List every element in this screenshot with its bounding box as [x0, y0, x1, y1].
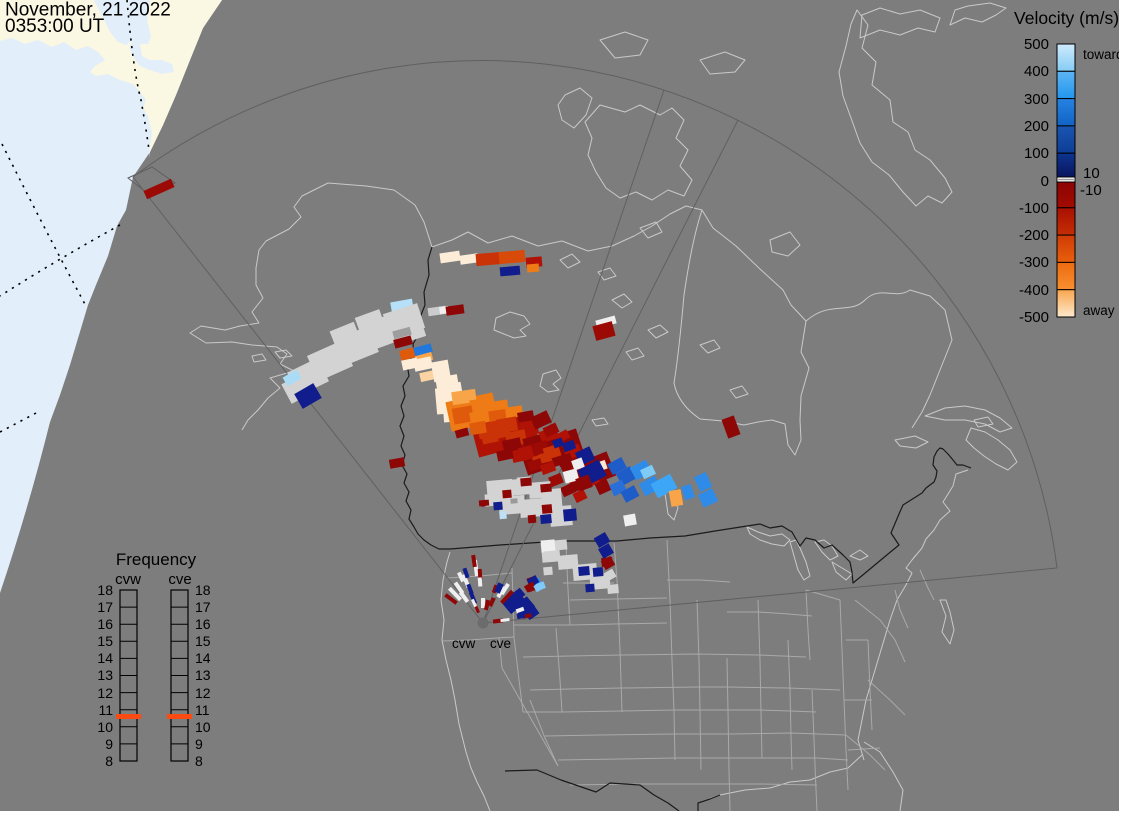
- svg-text:16: 16: [195, 616, 211, 632]
- svg-text:400: 400: [1024, 63, 1049, 80]
- svg-text:200: 200: [1024, 118, 1049, 135]
- svg-text:-10: -10: [1080, 182, 1102, 199]
- svg-text:10: 10: [1083, 165, 1100, 182]
- svg-text:-100: -100: [1019, 200, 1049, 217]
- svg-text:toward: toward: [1083, 47, 1124, 62]
- svg-text:-400: -400: [1019, 282, 1049, 299]
- svg-text:10: 10: [195, 719, 211, 735]
- svg-text:12: 12: [97, 685, 113, 701]
- svg-text:16: 16: [97, 616, 113, 632]
- svg-text:0: 0: [1041, 173, 1049, 190]
- svg-text:cve: cve: [490, 636, 511, 651]
- svg-text:Velocity (m/s): Velocity (m/s): [1014, 8, 1119, 28]
- svg-text:13: 13: [97, 667, 113, 683]
- svg-text:-200: -200: [1019, 227, 1049, 244]
- svg-text:18: 18: [97, 582, 113, 598]
- svg-text:12: 12: [195, 685, 211, 701]
- svg-text:17: 17: [97, 599, 113, 615]
- svg-text:cvw: cvw: [452, 636, 476, 651]
- svg-text:-500: -500: [1019, 309, 1049, 326]
- svg-text:8: 8: [195, 753, 203, 769]
- svg-text:14: 14: [195, 650, 211, 666]
- svg-text:100: 100: [1024, 145, 1049, 162]
- svg-text:11: 11: [195, 702, 210, 718]
- svg-text:away: away: [1083, 303, 1115, 318]
- svg-text:cve: cve: [168, 571, 191, 588]
- svg-text:8: 8: [105, 753, 113, 769]
- svg-text:15: 15: [195, 633, 211, 649]
- svg-text:cvw: cvw: [115, 571, 141, 588]
- svg-text:Frequency: Frequency: [116, 550, 197, 569]
- svg-text:November, 21 2022: November, 21 2022: [5, 0, 171, 21]
- svg-text:500: 500: [1024, 36, 1049, 53]
- svg-text:0353:00 UT: 0353:00 UT: [5, 16, 105, 37]
- svg-text:11: 11: [98, 702, 113, 718]
- svg-text:-300: -300: [1019, 254, 1049, 271]
- svg-text:14: 14: [97, 650, 113, 666]
- svg-text:9: 9: [105, 736, 113, 752]
- svg-text:13: 13: [195, 667, 211, 683]
- svg-text:18: 18: [195, 582, 211, 598]
- svg-text:10: 10: [97, 719, 113, 735]
- svg-text:17: 17: [195, 599, 211, 615]
- svg-text:9: 9: [195, 736, 203, 752]
- svg-text:300: 300: [1024, 91, 1049, 108]
- svg-text:15: 15: [97, 633, 113, 649]
